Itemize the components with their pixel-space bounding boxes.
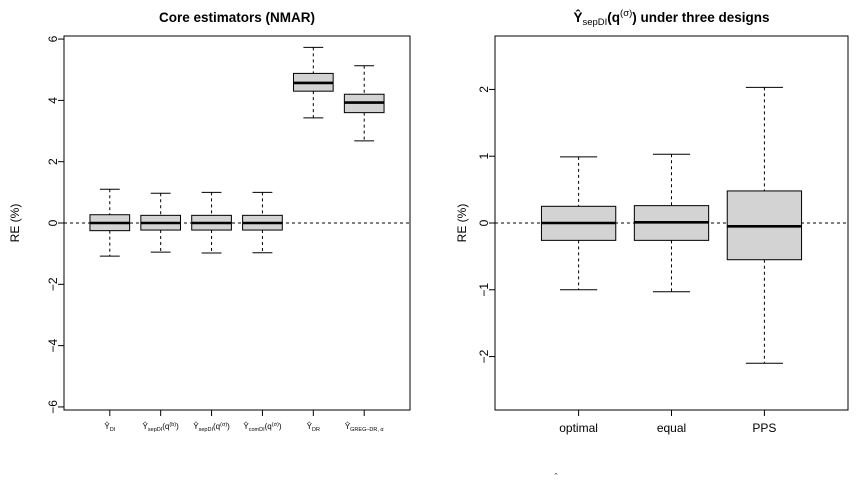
x-tick-label: ŶsepDI(q(b)) xyxy=(143,422,180,433)
box-1 xyxy=(540,156,617,291)
chart-title: Core estimators (NMAR) xyxy=(159,10,315,25)
box-2 xyxy=(633,153,710,293)
box-5 xyxy=(292,46,334,119)
box-6 xyxy=(343,65,385,142)
y-tick-label: 0 xyxy=(477,219,491,226)
x-tick-label: ŶDI xyxy=(104,422,115,433)
y-axis-label: RE (%) xyxy=(455,204,469,243)
x-tick-label: ŶDR xyxy=(307,422,320,433)
y-tick-label: −1 xyxy=(477,283,491,297)
box-3 xyxy=(191,191,232,254)
y-tick-label: 2 xyxy=(46,158,60,165)
y-tick-label: −6 xyxy=(46,400,60,414)
x-tick-label: PPS xyxy=(752,421,776,435)
y-tick-label: −4 xyxy=(46,338,60,352)
x-tick-label: ŶsepDI(q(σ)) xyxy=(193,422,230,433)
x-tick-label: optimal xyxy=(559,421,598,435)
panel-2: −2 −1 0 1 2 RE (%) ŶsepDI(q(σ)) under three d… xyxy=(455,8,849,435)
x-tick-label: ŶGREG–DR, α xyxy=(345,422,385,433)
y-tick-label: 4 xyxy=(46,97,60,104)
y-tick-label: 6 xyxy=(46,35,60,42)
box-1 xyxy=(89,188,131,257)
box-3 xyxy=(726,86,803,364)
stray-hat-glyph: ˆ xyxy=(555,472,558,482)
x-tick-label: ŶcomDI(q(σ)) xyxy=(243,422,281,433)
y-tick-label: −2 xyxy=(46,277,60,291)
y-tick-label: 1 xyxy=(477,153,491,160)
box-4 xyxy=(242,191,283,254)
y-tick-label: −2 xyxy=(477,349,491,363)
y-tick-label: 0 xyxy=(46,219,60,226)
box-2 xyxy=(140,192,182,253)
y-tick-label: 2 xyxy=(477,86,491,93)
y-axis-label: RE (%) xyxy=(8,204,22,243)
panel-1: −6 −4 −2 0 2 4 6 RE (%) Core estimators (NMAR) Ŷ… xyxy=(8,10,411,433)
x-tick-label: equal xyxy=(657,421,686,435)
chart-title: ŶsepDI(q(σ)) under three designs xyxy=(573,8,769,28)
